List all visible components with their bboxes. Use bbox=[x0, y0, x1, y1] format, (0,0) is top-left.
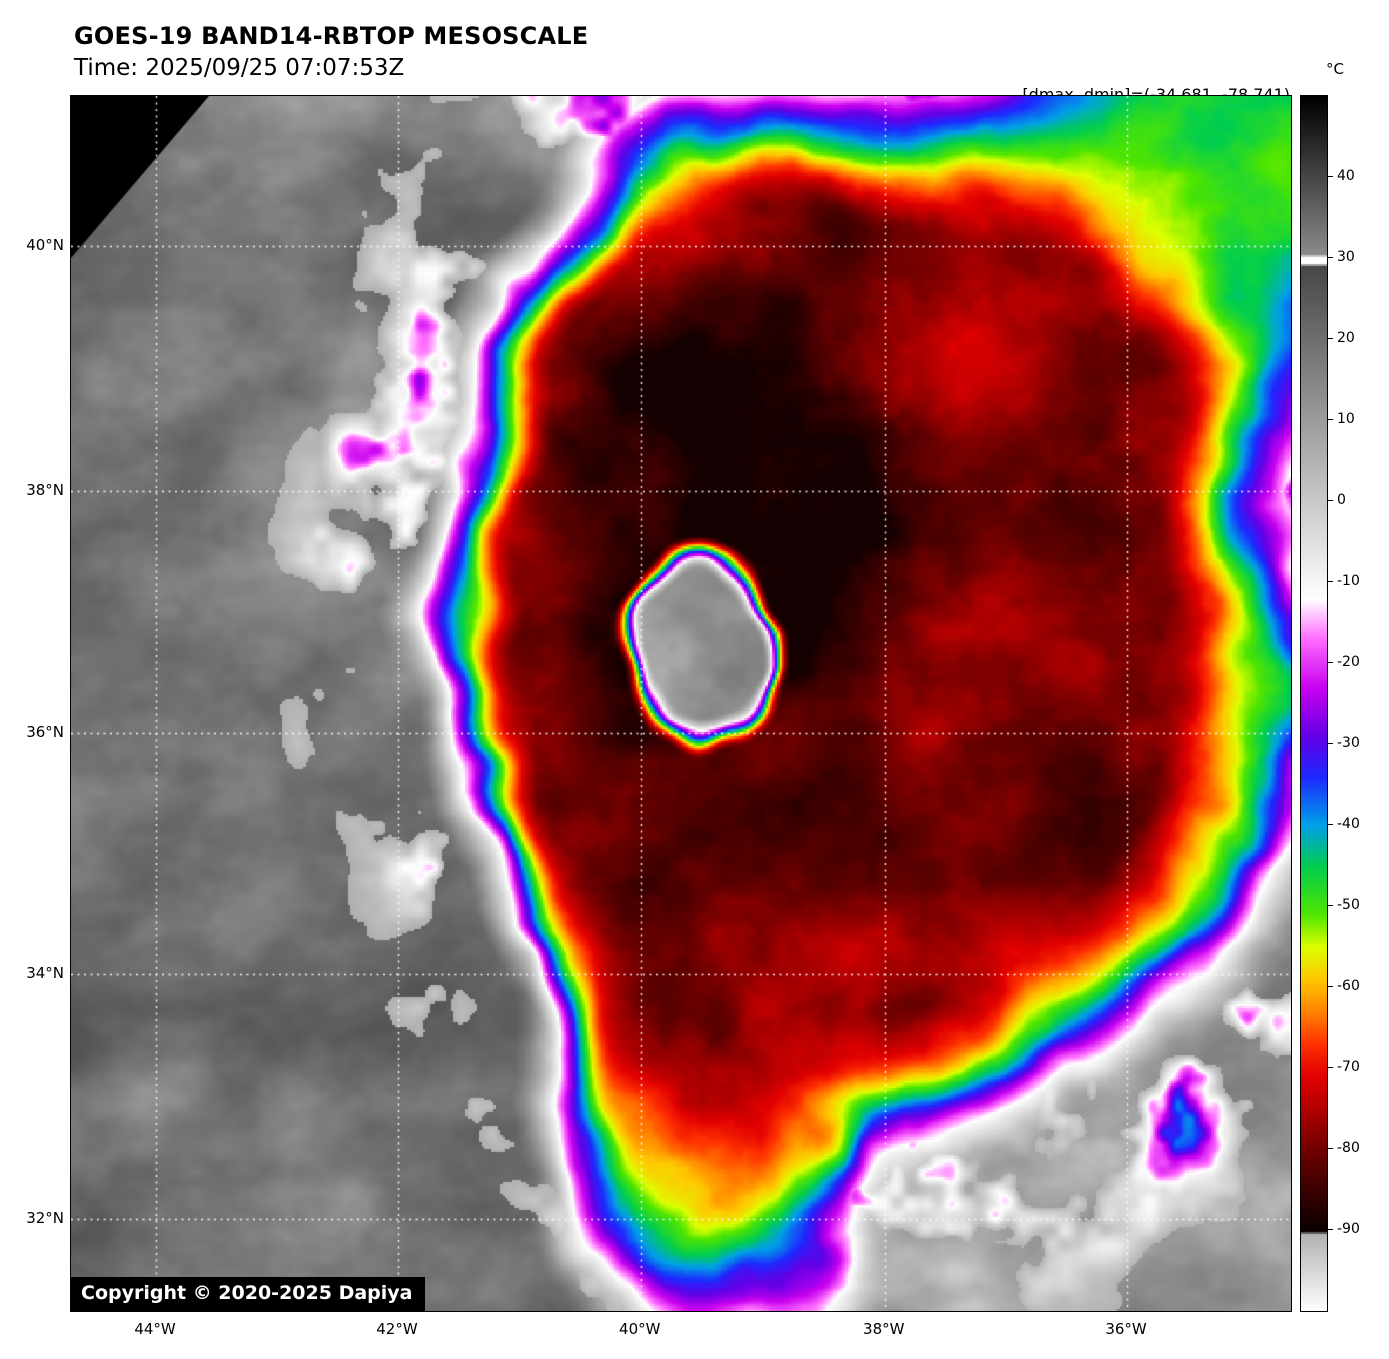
colorbar-tick-mark bbox=[1328, 581, 1333, 582]
colorbar-tick-label: -80 bbox=[1337, 1140, 1360, 1156]
colorbar-tick-mark bbox=[1328, 662, 1333, 663]
colorbar-tick-mark bbox=[1328, 905, 1333, 906]
lat-axis-label: 36°N bbox=[26, 722, 64, 741]
colorbar-tick-label: 20 bbox=[1337, 330, 1355, 346]
colorbar-tick-mark bbox=[1328, 419, 1333, 420]
colorbar bbox=[1300, 95, 1328, 1312]
lon-axis-label: 38°W bbox=[863, 1320, 905, 1338]
product-title: GOES-19 BAND14-RBTOP MESOSCALE bbox=[74, 22, 589, 50]
colorbar-tick-label: -30 bbox=[1337, 735, 1360, 751]
product-time: Time: 2025/09/25 07:07:53Z bbox=[74, 55, 405, 81]
colorbar-tick-mark bbox=[1328, 338, 1333, 339]
colorbar-tick-label: 30 bbox=[1337, 249, 1355, 265]
colorbar-tick-label: -50 bbox=[1337, 897, 1360, 913]
colorbar-tick-mark bbox=[1328, 1148, 1333, 1149]
colorbar-tick-label: 10 bbox=[1337, 411, 1355, 427]
colorbar-tick-label: -60 bbox=[1337, 978, 1360, 994]
lat-axis-label: 34°N bbox=[26, 964, 64, 983]
satellite-image: Copyright © 2020-2025 Dapiya bbox=[70, 95, 1292, 1312]
colorbar-tick-label: 40 bbox=[1337, 168, 1355, 184]
colorbar-canvas bbox=[1301, 96, 1327, 1311]
satellite-image-canvas bbox=[71, 96, 1291, 1311]
lat-axis-label: 32°N bbox=[26, 1208, 64, 1227]
colorbar-tick-mark bbox=[1328, 743, 1333, 744]
colorbar-tick-mark bbox=[1328, 257, 1333, 258]
colorbar-tick-label: -90 bbox=[1337, 1221, 1360, 1237]
colorbar-tick-label: -10 bbox=[1337, 573, 1360, 589]
colorbar-tick-mark bbox=[1328, 1229, 1333, 1230]
lon-axis-label: 40°W bbox=[619, 1320, 661, 1338]
colorbar-tick-label: 0 bbox=[1337, 492, 1346, 508]
colorbar-tick-mark bbox=[1328, 986, 1333, 987]
lon-axis-label: 42°W bbox=[376, 1320, 418, 1338]
colorbar-tick-label: -70 bbox=[1337, 1059, 1360, 1075]
lon-axis-label: 44°W bbox=[134, 1320, 176, 1338]
colorbar-tick-label: -40 bbox=[1337, 816, 1360, 832]
colorbar-tick-mark bbox=[1328, 824, 1333, 825]
copyright-badge: Copyright © 2020-2025 Dapiya bbox=[71, 1277, 426, 1311]
lon-axis-label: 36°W bbox=[1105, 1320, 1147, 1338]
lat-axis-label: 40°N bbox=[26, 236, 64, 255]
colorbar-tick-mark bbox=[1328, 1067, 1333, 1068]
colorbar-unit-label: °C bbox=[1326, 60, 1344, 78]
colorbar-tick-label: -20 bbox=[1337, 654, 1360, 670]
colorbar-tick-mark bbox=[1328, 176, 1333, 177]
lat-axis-label: 38°N bbox=[26, 480, 64, 499]
colorbar-tick-mark bbox=[1328, 500, 1333, 501]
